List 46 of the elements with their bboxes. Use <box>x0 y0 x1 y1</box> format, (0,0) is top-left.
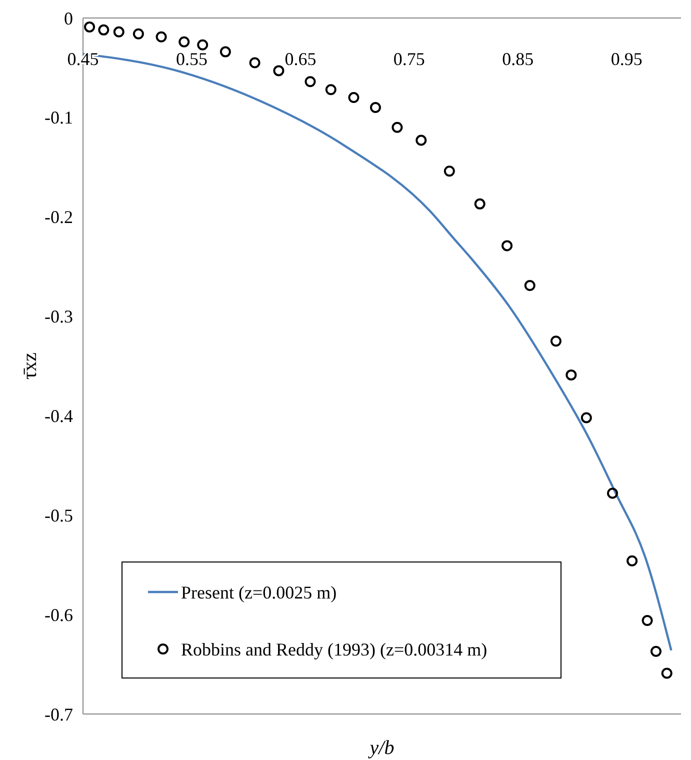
point <box>197 39 208 50</box>
point <box>84 21 96 32</box>
y-tick-label: -0.5 <box>44 505 73 526</box>
legend-label: Robbins and Reddy (1993) (z=0.00314 m) <box>181 639 488 660</box>
point <box>566 369 577 380</box>
point <box>607 488 618 499</box>
point <box>580 412 592 424</box>
point <box>98 24 110 36</box>
x-tick-label: 0.45 <box>67 49 99 69</box>
point <box>416 134 427 146</box>
y-axis-title: τ̄xz <box>19 352 41 380</box>
point <box>325 84 336 96</box>
point <box>132 28 144 40</box>
x-tick-label: 0.85 <box>502 49 534 69</box>
point <box>626 555 638 566</box>
point <box>502 240 513 252</box>
point <box>524 280 536 291</box>
point <box>273 65 284 76</box>
point <box>444 166 455 177</box>
point <box>178 36 190 48</box>
point <box>156 31 167 42</box>
x-axis-title: y/b <box>368 737 394 759</box>
point <box>113 26 124 38</box>
x-tick-label: 0.95 <box>610 49 642 69</box>
point <box>370 102 381 113</box>
point <box>249 57 260 68</box>
point <box>550 336 562 347</box>
point <box>392 122 403 133</box>
y-tick-label: -0.4 <box>44 406 73 426</box>
legend-label: Present (z=0.0025 m) <box>181 582 337 602</box>
y-tick-label: -0.6 <box>44 604 73 625</box>
x-tick-label: 0.55 <box>176 49 208 69</box>
x-tick-label: 0.75 <box>393 49 425 69</box>
point <box>304 76 316 88</box>
point <box>474 198 486 210</box>
y-tick-label: -0.1 <box>44 108 73 128</box>
y-tick-label: -0.3 <box>44 306 73 327</box>
x-tick-label: 0.65 <box>284 49 316 69</box>
point <box>348 92 360 104</box>
point <box>661 668 672 679</box>
point <box>650 646 662 657</box>
point <box>220 46 231 58</box>
y-tick-label: -0.7 <box>44 704 73 724</box>
y-tick-label: 0 <box>64 8 73 28</box>
y-tick-label: -0.2 <box>44 207 73 228</box>
point <box>642 615 653 626</box>
